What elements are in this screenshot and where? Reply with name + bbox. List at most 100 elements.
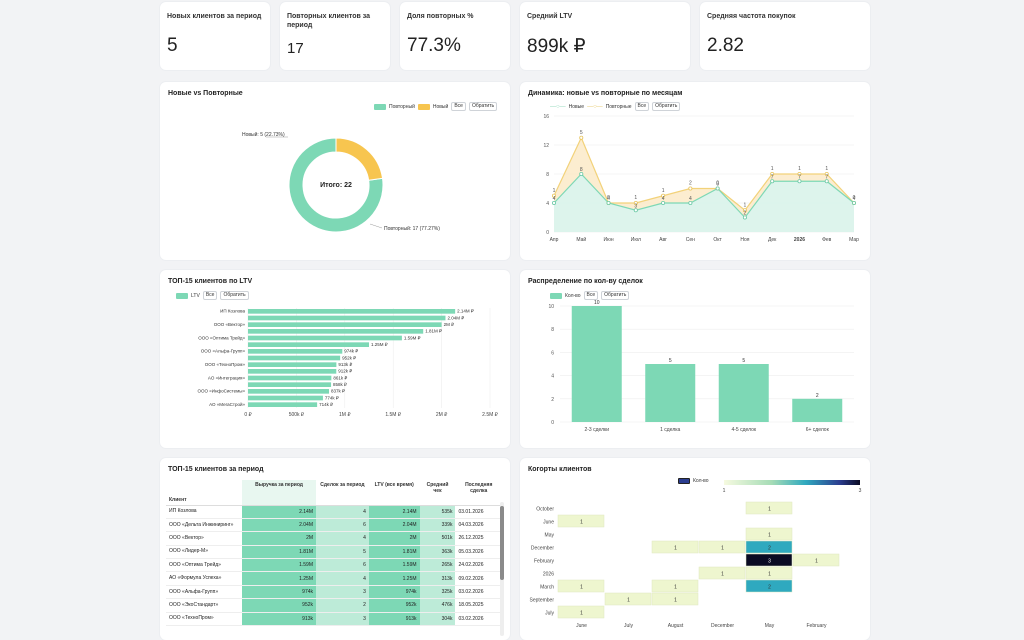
point-new <box>742 208 747 213</box>
table-row[interactable]: ИП Козлова 2.14M 4 2.14M 535k 03.01.2026 <box>166 505 502 519</box>
table-row[interactable]: ООО «ЭкоСтандарт» 952k 2 952k 476k 18.05.2025 <box>166 598 502 613</box>
category-label: АО «Интеграция» <box>208 375 246 380</box>
bar <box>248 375 332 381</box>
line-new <box>553 136 855 212</box>
data-label-repeat: 4 <box>553 196 556 202</box>
panel-top15-period-table: ТОП-15 клиентов за период Клиент Выручка… <box>160 458 510 640</box>
cell-client: ООО «Лидер-М» <box>166 545 243 560</box>
donut-chart: Итого: 22 Новый: 5 (22.73%) Повторный: 1… <box>242 131 440 233</box>
table-scrollbar[interactable] <box>500 502 504 636</box>
cell-value: 1 <box>768 533 771 539</box>
data-label-repeat: 4 <box>662 196 665 202</box>
invert-button[interactable]: Обратить <box>652 102 681 111</box>
kpi-label: Доля повторных % <box>407 13 474 20</box>
table-row[interactable]: ООО «ТехноПром» 913k 3 913k 304k 03.02.2026 <box>166 612 502 627</box>
col-avg[interactable]: Средний чек <box>419 480 456 506</box>
data-label-new: 1 <box>744 202 747 208</box>
scale-min-label: 1 <box>723 488 726 494</box>
x-tick-label: Июл <box>631 237 641 243</box>
point-new <box>770 172 775 177</box>
all-button[interactable]: Все <box>583 291 599 300</box>
cell-avg: 325k <box>419 585 456 600</box>
all-button[interactable]: Все <box>202 291 218 300</box>
point-new <box>579 135 584 140</box>
x-tick-label: 0 ₽ <box>244 412 252 418</box>
panel-title: ТОП-15 клиентов за период <box>168 466 264 473</box>
y-tick-label: 16 <box>543 114 549 120</box>
bar <box>248 362 337 367</box>
data-label: 837k ₽ <box>331 389 346 394</box>
col-last[interactable]: Последняя сделка <box>455 480 502 506</box>
donut-new-label: Новый: 5 (22.73%) <box>242 131 285 138</box>
heatmap-cell <box>651 592 699 606</box>
invert-button[interactable]: Обратить <box>220 291 249 300</box>
cell-last: 26.12.2025 <box>455 531 502 546</box>
table-row[interactable]: ООО «Лидер-М» 1.81M 5 1.81M 363k 05.03.2026 <box>166 545 502 560</box>
legend-swatch[interactable] <box>374 103 386 110</box>
y-tick-label: 6 <box>551 350 554 356</box>
x-label: August <box>668 623 684 629</box>
heatmap-cell <box>745 566 793 580</box>
x-tick-label: 2-3 сделки <box>584 427 609 433</box>
bar <box>792 398 843 422</box>
x-tick-label: Мар <box>849 237 859 243</box>
legend-new-label[interactable]: Новый <box>432 103 449 110</box>
table-row[interactable]: ООО «Оптима Трейд» 1.59M 6 1.59M 265k 24.02.2… <box>166 558 502 573</box>
y-tick-label: 12 <box>543 143 549 149</box>
data-label-new: 1 <box>662 188 665 194</box>
legend-new-marker[interactable]: —○— <box>550 103 566 110</box>
cell-last: 09.02.2026 <box>455 571 502 586</box>
legend-swatch[interactable] <box>176 292 188 299</box>
all-button[interactable]: Все <box>451 102 466 111</box>
x-label: May <box>765 623 775 629</box>
legend-repeat-label[interactable]: Повторный <box>389 103 415 110</box>
col-client[interactable]: Клиент <box>166 480 243 506</box>
col-deals[interactable]: Сделок за период <box>316 480 369 506</box>
invert-button[interactable]: Обратить <box>468 102 498 111</box>
donut-center-label: Итого: 22 <box>320 182 352 189</box>
cell-value: 3 <box>768 559 771 565</box>
kpi-label: Средняя частота покупок <box>707 13 796 20</box>
point-repeat <box>579 172 584 177</box>
table-row[interactable]: ООО «Вектор» 2M 4 2M 501k 26.12.2025 <box>166 531 502 546</box>
legend-swatch[interactable] <box>678 478 690 484</box>
legend-new-label[interactable]: Новые <box>568 103 585 110</box>
donut-slice-new <box>335 137 384 181</box>
cell-client: ООО «ЭкоСтандарт» <box>166 598 243 613</box>
table-row[interactable]: ООО «Альфа-Групп» 974k 3 974k 325k 03.02.2026 <box>166 585 502 600</box>
cell-revenue: 1.25M <box>242 571 317 586</box>
bar <box>248 342 369 347</box>
scrollbar-thumb[interactable] <box>500 506 504 580</box>
data-label: 1.59M ₽ <box>404 335 422 340</box>
heatmap-cell <box>698 566 746 580</box>
cell-ltv: 1.81M <box>368 545 420 560</box>
data-label-new: 0 <box>716 181 719 187</box>
table-row[interactable]: АО «Формула Успеха» 1.25M 4 1.25M 313k 09.02.… <box>166 571 502 586</box>
cell-last: 24.02.2026 <box>455 558 502 573</box>
col-revenue[interactable]: Выручка за период <box>242 480 317 506</box>
cell-revenue: 2.14M <box>242 505 317 519</box>
category-label: ИП Козлова <box>220 309 245 314</box>
y-tick-label: 4 <box>546 201 549 207</box>
invert-button[interactable]: Обратить <box>601 291 630 300</box>
cell-avg: 304k <box>419 612 456 627</box>
table-row[interactable]: ООО «Дельта Инжиниринг» 2.04M 6 2.04M 339k 04… <box>166 518 502 533</box>
all-button[interactable]: Все <box>634 102 650 111</box>
cell-ltv: 1.59M <box>368 558 420 573</box>
legend-swatch[interactable] <box>550 292 562 299</box>
legend-swatch[interactable] <box>417 103 430 110</box>
y-label: July <box>545 611 554 617</box>
cell-avg: 535k <box>419 505 456 519</box>
legend-label[interactable]: LTV <box>191 292 200 299</box>
col-ltv[interactable]: LTV (все время) <box>368 480 420 506</box>
x-tick-label: 500k ₽ <box>289 412 305 418</box>
x-tick-label: 6+ сделок <box>806 427 830 433</box>
y-tick-label: 8 <box>546 172 549 178</box>
legend-label[interactable]: Кол-во <box>565 292 581 299</box>
heatmap-cell <box>651 579 699 593</box>
legend-repeat-label[interactable]: Повторные <box>605 103 632 110</box>
donut-legend: Повторный Новый Все Обратить <box>374 102 498 111</box>
legend-repeat-marker[interactable]: —○— <box>587 103 603 110</box>
legend-label[interactable]: Кол-во <box>693 478 709 484</box>
point-new <box>824 172 829 177</box>
